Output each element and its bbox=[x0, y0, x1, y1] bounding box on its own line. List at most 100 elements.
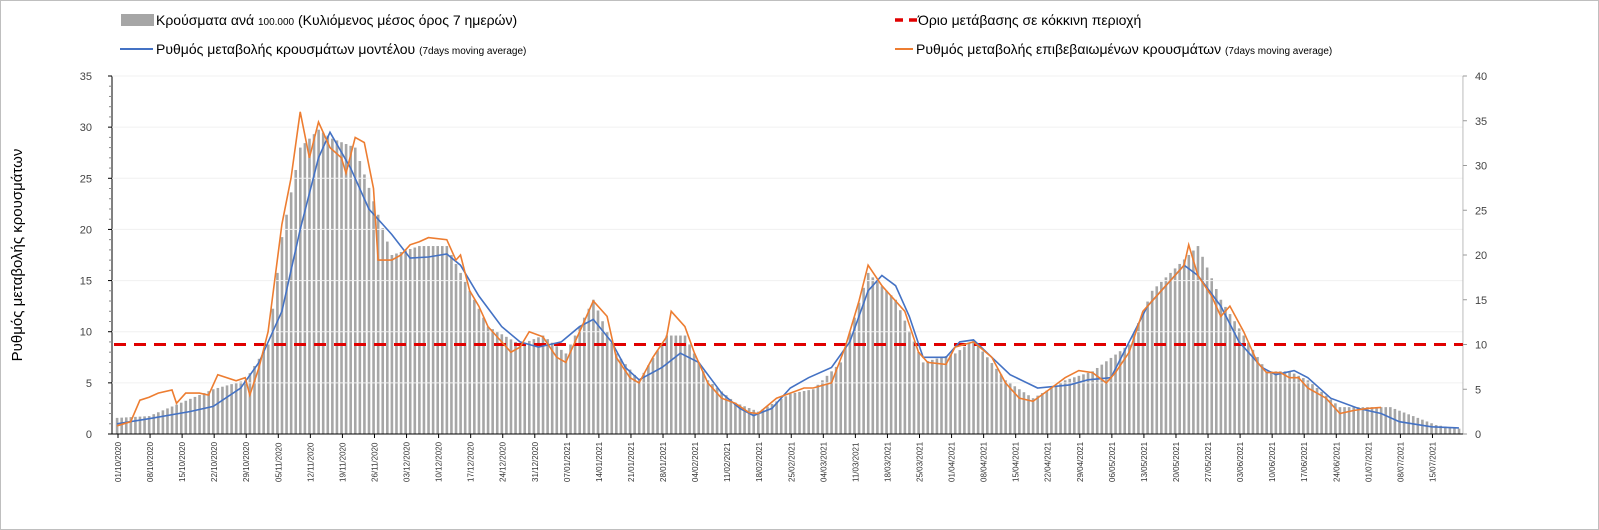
bar bbox=[569, 344, 572, 434]
bar bbox=[1059, 382, 1062, 434]
bar bbox=[953, 353, 957, 434]
bar bbox=[1292, 373, 1296, 434]
bar bbox=[619, 358, 623, 434]
bar bbox=[912, 341, 916, 434]
bar bbox=[1018, 389, 1021, 434]
bar bbox=[674, 335, 678, 434]
x-axis-tick-label: 18/02/2021 bbox=[755, 441, 764, 482]
bar bbox=[363, 174, 366, 434]
bar bbox=[587, 308, 591, 434]
bar bbox=[321, 132, 325, 434]
bar bbox=[706, 380, 710, 434]
bar bbox=[811, 389, 815, 434]
axes: 0 5 10 15 20 25 30 35 0 5 10 15 20 25 30 35 40 01/10/2020… bbox=[80, 71, 1487, 482]
bar bbox=[1439, 425, 1443, 434]
bar bbox=[880, 286, 884, 434]
x-axis-tick-label: 29/10/2020 bbox=[242, 441, 251, 482]
x-axis-tick-label: 20/05/2021 bbox=[1172, 441, 1181, 482]
bar bbox=[143, 416, 146, 434]
x-axis-tick-label: 10/06/2021 bbox=[1268, 441, 1277, 482]
bar bbox=[1008, 383, 1012, 434]
bar bbox=[766, 406, 769, 434]
bar bbox=[724, 395, 728, 434]
bar bbox=[1288, 371, 1291, 434]
bar bbox=[798, 391, 801, 434]
bar bbox=[427, 246, 430, 434]
bar bbox=[688, 344, 691, 434]
bar bbox=[857, 302, 861, 434]
bar bbox=[715, 387, 719, 434]
bar bbox=[509, 339, 513, 434]
bar bbox=[834, 366, 838, 434]
bar bbox=[990, 363, 994, 434]
bar bbox=[367, 187, 371, 434]
bar bbox=[564, 353, 568, 434]
bar bbox=[179, 402, 183, 434]
bar bbox=[413, 247, 417, 434]
bar bbox=[894, 299, 897, 434]
bar bbox=[1233, 321, 1236, 434]
bar bbox=[1283, 371, 1287, 434]
bar bbox=[491, 329, 494, 434]
bar bbox=[528, 340, 531, 434]
bar bbox=[390, 255, 394, 434]
bar bbox=[669, 335, 673, 434]
bar bbox=[1265, 371, 1268, 434]
right-axis-tick-label: 0 bbox=[1475, 429, 1481, 441]
bar bbox=[1407, 414, 1410, 434]
bar bbox=[1306, 380, 1310, 434]
x-axis-tick-label: 10/12/2020 bbox=[435, 441, 444, 482]
bar bbox=[1141, 312, 1145, 434]
bar bbox=[784, 396, 788, 434]
bar bbox=[340, 142, 343, 435]
x-axis-tick-label: 19/11/2020 bbox=[338, 442, 347, 482]
x-axis-tick-label: 17/12/2020 bbox=[467, 441, 476, 482]
bar bbox=[184, 400, 188, 434]
bar bbox=[477, 308, 481, 434]
x-axis-tick-label: 11/03/2021 bbox=[851, 442, 860, 482]
x-axis-tick-label: 01/07/2021 bbox=[1364, 441, 1373, 482]
x-axis-tick-label: 31/12/2020 bbox=[531, 441, 540, 482]
bar bbox=[1453, 427, 1456, 434]
bar bbox=[486, 326, 490, 434]
bar bbox=[271, 308, 275, 434]
bar bbox=[839, 362, 843, 434]
bar bbox=[816, 384, 820, 434]
bar bbox=[1054, 385, 1058, 434]
right-axis-tick-label: 5 bbox=[1475, 384, 1481, 396]
bar bbox=[1329, 399, 1333, 434]
bar bbox=[628, 369, 632, 434]
bar bbox=[779, 398, 783, 434]
bar bbox=[1457, 428, 1461, 434]
bar bbox=[537, 337, 540, 434]
bar bbox=[221, 386, 224, 434]
x-axis-tick-label: 24/06/2021 bbox=[1332, 441, 1341, 482]
bar bbox=[1196, 246, 1200, 434]
bar bbox=[289, 192, 293, 434]
bar bbox=[1311, 384, 1314, 434]
x-axis-tick-label: 29/04/2021 bbox=[1076, 441, 1085, 482]
right-axis-tick-label: 25 bbox=[1475, 205, 1487, 217]
bar bbox=[244, 380, 247, 434]
bar bbox=[299, 147, 302, 434]
x-axis-tick-label: 26/11/2020 bbox=[370, 442, 379, 482]
bar bbox=[1379, 407, 1383, 434]
x-axis-tick-label: 13/05/2021 bbox=[1140, 441, 1149, 482]
bar bbox=[335, 140, 339, 434]
bar bbox=[720, 391, 723, 434]
bar bbox=[793, 392, 797, 434]
bar bbox=[844, 347, 847, 434]
bar bbox=[871, 277, 875, 434]
bar bbox=[1434, 425, 1438, 434]
x-axis-tick-label: 04/03/2021 bbox=[819, 441, 828, 482]
bar bbox=[152, 414, 156, 434]
bar bbox=[445, 246, 449, 434]
bar bbox=[1448, 427, 1452, 434]
bar bbox=[610, 342, 614, 434]
bar bbox=[1430, 423, 1433, 434]
right-axis-tick-label: 15 bbox=[1475, 295, 1487, 307]
bar bbox=[1228, 314, 1232, 434]
bar bbox=[665, 335, 668, 434]
bar bbox=[234, 382, 238, 434]
bar bbox=[1343, 407, 1346, 434]
